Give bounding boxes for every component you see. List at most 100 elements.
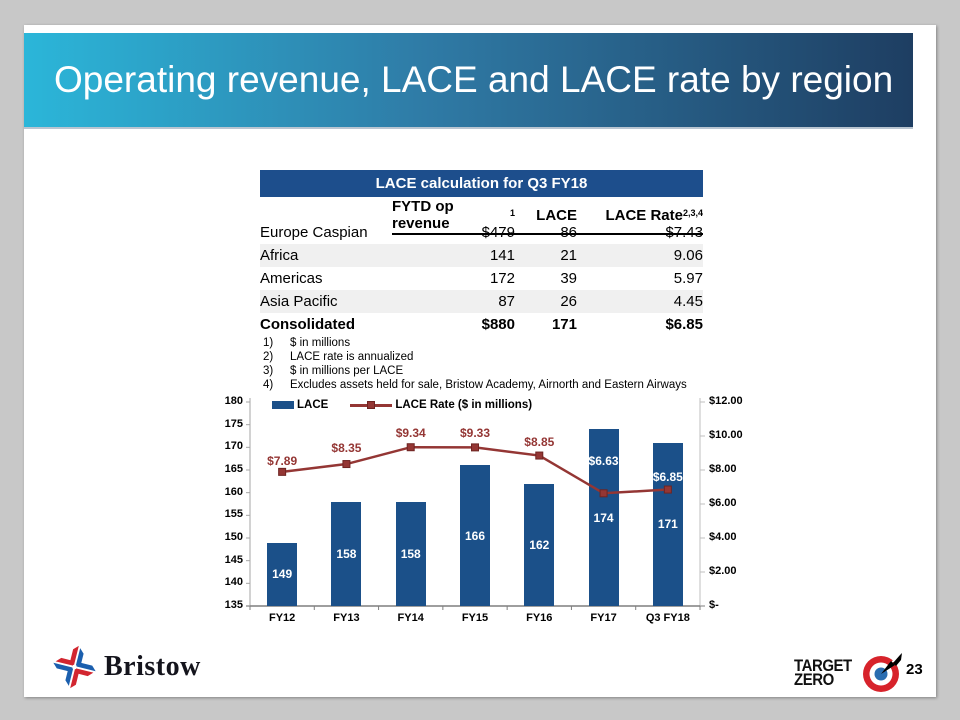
bar: 171	[652, 442, 683, 606]
cell-revenue: 87	[498, 293, 515, 310]
bristow-wordmark: Bristow	[104, 651, 201, 682]
legend-item-lace-rate: LACE Rate ($ in millions)	[350, 399, 532, 411]
target-zero-logo: TARGET ZERO	[794, 651, 904, 695]
cell-rate: $6.85	[665, 316, 703, 333]
footnote: 4) Excludes assets held for sale, Bristow…	[263, 379, 687, 391]
row-label: Asia Pacific	[260, 293, 338, 310]
cell-rate: 4.45	[673, 293, 703, 310]
target-zero-line2: ZERO	[794, 670, 834, 689]
right-axis-tick-label: $10.00	[709, 429, 743, 441]
line-value-label: $6.85	[652, 469, 683, 484]
chart: LACE LACE Rate ($ in millions) 180 175 170…	[204, 390, 774, 645]
cell-lace: 21	[560, 247, 577, 264]
chart-legend: LACE LACE Rate ($ in millions)	[272, 399, 532, 411]
footnote: 1) $ in millions	[263, 337, 687, 349]
bar-value-label: 166	[464, 528, 486, 543]
line-series-swatch-icon	[350, 400, 393, 409]
cell-lace: 39	[560, 270, 577, 287]
page-number: 23	[906, 661, 923, 678]
bar-value-label: 158	[400, 546, 421, 561]
left-axis-tick-label: 150	[224, 531, 243, 543]
left-axis-tick-label: 160	[224, 485, 243, 498]
row-label: Europe Caspian	[260, 224, 368, 241]
left-axis-tick-label: 170	[224, 440, 243, 453]
header-label: FYTD op revenue	[392, 198, 454, 232]
left-axis-tick-label: 155	[224, 508, 243, 521]
table-row: Europe Caspian $479 86 $7.43	[260, 221, 703, 244]
line-value-label: $7.89	[267, 453, 298, 468]
legend-label: LACE	[297, 399, 329, 411]
target-zero-wordmark: TARGET ZERO	[794, 656, 852, 689]
cell-revenue: $479	[481, 224, 515, 241]
bar-value-label: 158	[336, 546, 357, 561]
right-axis-tick-label: $-	[709, 599, 719, 611]
header-cell-lace: LACE	[515, 197, 577, 235]
x-axis-category-label: FY14	[397, 612, 424, 624]
bar-value-label: 149	[272, 567, 293, 582]
footnotes: 1) $ in millions 2) LACE rate is annualized…	[263, 337, 687, 393]
line-value-label: $6.63	[588, 454, 619, 469]
table-body: Europe Caspian $479 86 $7.43 Africa 141 21 9.06…	[260, 221, 703, 336]
legend-item-lace: LACE	[272, 399, 328, 411]
x-axis-category-label: Q3 FY18	[645, 612, 690, 624]
target-zero-line1: TARGET	[794, 656, 852, 675]
footnote: 3) $ in millions per LACE	[263, 365, 687, 377]
x-axis-category-label: FY13	[333, 612, 360, 624]
right-axis-tick-label: $6.00	[709, 497, 737, 509]
left-axis-tick-label: 180	[224, 395, 243, 407]
table-row: Americas 172 39 5.97	[260, 267, 703, 290]
title-banner: Operating revenue, LACE and LACE rate by…	[24, 33, 913, 129]
header-label: LACE	[536, 206, 577, 224]
cell-lace: 171	[551, 316, 577, 333]
table-header-row: FYTD op revenue 1 LACE LACE Rate 2,3,4	[260, 197, 703, 235]
right-axis-tick-label: $4.00	[709, 531, 737, 543]
bar-value-label: 171	[657, 517, 678, 532]
header-cell-rate: LACE Rate 2,3,4	[577, 197, 703, 235]
bar: 158	[395, 501, 426, 606]
slide: Operating revenue, LACE and LACE rate by…	[24, 25, 936, 697]
right-axis-tick-label: $8.00	[709, 463, 737, 475]
x-axis-category-label: FY17	[590, 612, 617, 624]
footnote-text: $ in millions	[290, 337, 351, 349]
row-label: Americas	[260, 270, 323, 287]
header-label: LACE Rate	[605, 206, 683, 224]
line-value-label: $9.33	[459, 426, 491, 441]
header-superscript: 1	[509, 208, 515, 218]
footnote-number: 2)	[263, 351, 274, 363]
left-axis-tick-label: 145	[224, 553, 243, 566]
bar: 149	[267, 542, 298, 606]
bar-value-label: 174	[593, 510, 614, 525]
line-value-label: $8.35	[331, 441, 362, 456]
x-axis-category-label: FY12	[268, 612, 296, 624]
right-axis-tick-label: $2.00	[709, 565, 737, 577]
row-label: Africa	[260, 247, 299, 264]
bar: 158	[331, 501, 362, 606]
target-zero-bullseye-icon	[862, 653, 902, 692]
bar-series-swatch-icon	[272, 401, 294, 409]
bar: 162	[524, 483, 555, 606]
table-row: Asia Pacific 87 26 4.45	[260, 290, 703, 313]
left-axis-tick-label: 135	[224, 599, 243, 611]
table-row: Consolidated $880 171 $6.85	[260, 313, 703, 336]
line-value-label: $9.34	[395, 426, 426, 441]
chart-axes	[246, 398, 705, 610]
left-axis-tick-label: 175	[224, 417, 243, 430]
bar-value-label: 162	[529, 537, 550, 552]
cell-rate: $7.43	[665, 224, 703, 241]
right-axis-tick-label: $12.00	[709, 395, 743, 407]
footnote-number: 4)	[263, 379, 274, 391]
legend-label: LACE Rate ($ in millions)	[395, 399, 533, 411]
cell-revenue: $880	[481, 316, 515, 333]
x-axis-category-label: FY15	[461, 612, 489, 624]
header-cell-revenue: FYTD op revenue 1	[392, 197, 515, 235]
footnote-text: $ in millions per LACE	[290, 365, 404, 377]
row-label: Consolidated	[260, 316, 356, 333]
left-axis-tick-label: 165	[224, 463, 243, 475]
footnote: 2) LACE rate is annualized	[263, 351, 687, 363]
left-axis-tick-label: 140	[224, 576, 243, 589]
header-superscript: 2,3,4	[682, 208, 703, 218]
x-axis-category-label: FY16	[526, 612, 553, 624]
lace-table: LACE calculation for Q3 FY18 FYTD op rev…	[260, 170, 703, 336]
bristow-rotor-icon	[53, 645, 96, 689]
